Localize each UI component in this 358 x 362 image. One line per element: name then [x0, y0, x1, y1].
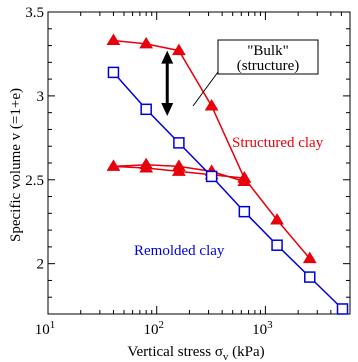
y-axis-label: Specific volume v (=1+e): [8, 88, 24, 242]
bulk-annotation: "Bulk" (structure): [161, 39, 319, 117]
bulk-label: "Bulk": [247, 43, 288, 59]
y-tick-label: 3: [37, 89, 45, 105]
x-axis-label-unit: (kPa): [228, 344, 264, 360]
data-point-triangle: [204, 98, 219, 111]
data-point-square: [205, 170, 218, 183]
y-tick-label: 2: [37, 257, 45, 273]
data-point-triangle: [172, 159, 186, 171]
x-axis-label-main: Vertical stress σ: [127, 344, 223, 360]
data-point-square: [140, 103, 152, 116]
series-0: [106, 33, 317, 264]
x-axis-label: Vertical stress σv (kPa): [127, 344, 264, 362]
y-tick-label: 3.5: [25, 5, 44, 21]
x-tick-label-exponent: 3: [267, 319, 273, 331]
x-tick-label-exponent: 2: [158, 319, 164, 331]
data-point-triangle: [106, 159, 121, 171]
bulk-arrow-head-bottom: [161, 103, 174, 117]
bulk-pointer-line: [192, 71, 219, 107]
data-point-triangle: [106, 33, 121, 46]
data-point-square: [173, 137, 185, 149]
series-1: [106, 157, 252, 186]
y-tick-label: 2.5: [25, 173, 44, 189]
series-2: [107, 66, 349, 315]
x-tick-label: 102: [143, 319, 164, 338]
data-point-triangle: [172, 43, 186, 56]
bulk-box: [217, 39, 319, 75]
data-point-square: [336, 303, 349, 315]
data-point-triangle: [139, 36, 154, 49]
data-point-square: [304, 271, 316, 283]
structured-clay-label: Structured clay: [232, 135, 324, 151]
x-axis-label-subscript: v: [223, 351, 229, 362]
data-point-square: [238, 205, 251, 218]
data-point-triangle: [270, 213, 284, 225]
data-point-square: [107, 66, 120, 79]
data-point-triangle: [139, 157, 154, 170]
x-tick-label: 103: [252, 319, 273, 338]
x-tick-label: 101: [35, 319, 56, 338]
data-point-square: [271, 239, 283, 251]
data-point-triangle: [302, 251, 317, 264]
bulk-sub-label: (structure): [237, 58, 299, 74]
remolded-clay-label: Remolded clay: [134, 243, 225, 259]
bulk-arrow-head-top: [161, 50, 174, 64]
x-tick-label-exponent: 1: [50, 319, 56, 331]
data-point-triangle: [237, 174, 252, 186]
series-layer: [106, 33, 349, 315]
